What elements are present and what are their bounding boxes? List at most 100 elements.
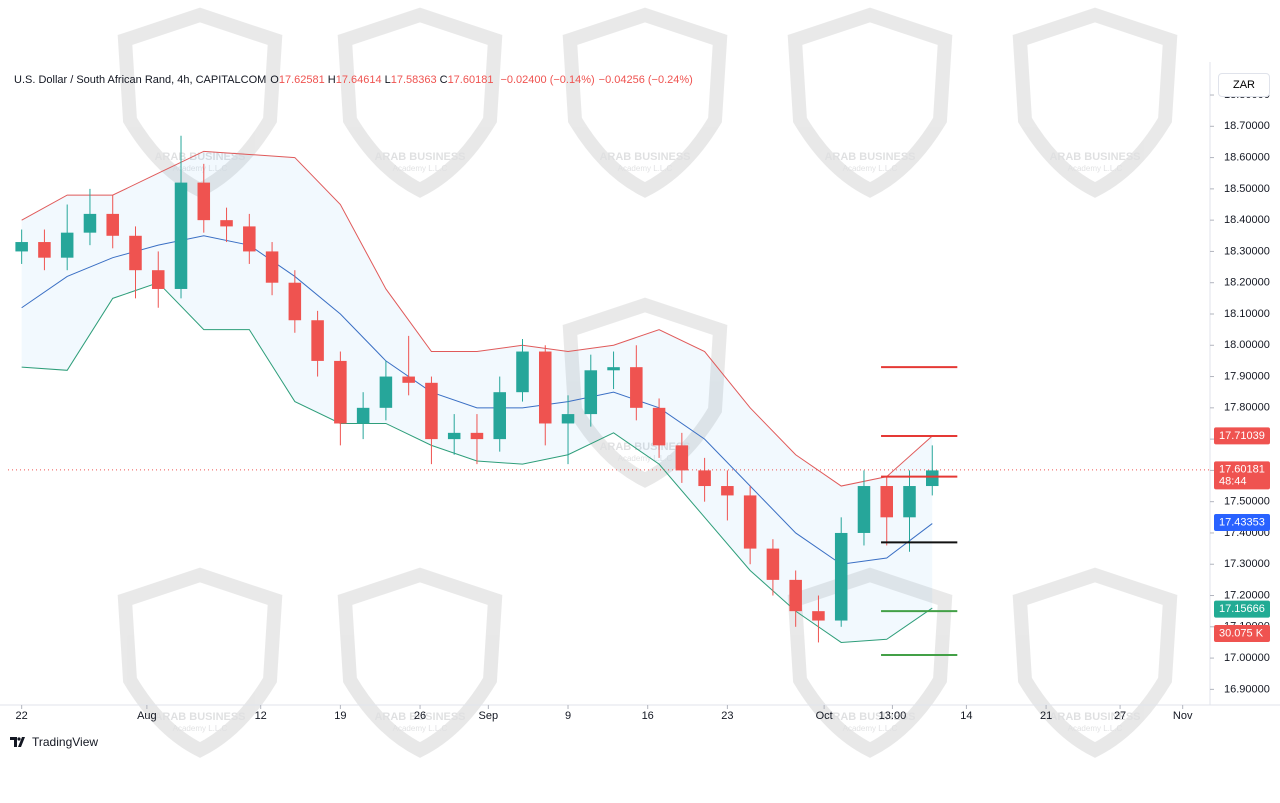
x-tick-label: 21 [1040, 710, 1052, 722]
candle-body [83, 213, 97, 233]
x-tick-label: 27 [1114, 710, 1126, 722]
y-tick-label: 18.30000 [1224, 245, 1270, 257]
symbol-title: U.S. Dollar / South African Rand, 4h, CA… [14, 74, 267, 86]
x-tick-label: Nov [1173, 710, 1193, 722]
candle-body [356, 407, 370, 424]
ohlc-key: H [327, 74, 336, 86]
candle-body [812, 611, 825, 621]
x-tick-label: 23 [721, 710, 733, 722]
watermark-shield [562, 7, 728, 198]
candle-body [129, 235, 142, 271]
candle-body [197, 182, 211, 221]
candle-body [743, 495, 757, 549]
watermark-text: ARAB BUSINESS [824, 711, 915, 723]
price-badge [1214, 600, 1270, 618]
y-tick-label: 18.20000 [1224, 277, 1270, 289]
candle-body [630, 367, 643, 408]
candle-body [425, 382, 438, 440]
candle-body [903, 486, 916, 518]
candle-body [447, 432, 461, 440]
brand-logo [10, 737, 25, 747]
candle-body [584, 370, 598, 415]
candle-body [334, 360, 347, 424]
candle-body [265, 251, 279, 283]
price-badge [1214, 461, 1270, 490]
watermark-subtext: Academy L.L.C [173, 724, 228, 733]
band-line [21, 235, 933, 565]
price-badge-label: 17.43353 [1219, 516, 1265, 528]
candle-body [243, 226, 256, 252]
x-tick-label: 13:00 [879, 710, 907, 722]
candle-body [561, 414, 575, 424]
candle-body [174, 182, 188, 289]
x-tick-label: 9 [565, 710, 571, 722]
ohlc-value: 17.60181 [447, 74, 494, 86]
ohlc-value: 17.62581 [278, 74, 325, 86]
candle-body [766, 548, 780, 580]
x-tick-label: 14 [960, 710, 972, 722]
band-fill [21, 151, 933, 643]
band-line [21, 150, 933, 487]
y-tick-label: 18.70000 [1224, 120, 1270, 132]
candle-body [402, 376, 415, 383]
candle-body [675, 445, 689, 471]
candle-body [721, 486, 734, 496]
watermark-subtext: Academy L.L.C [618, 164, 673, 173]
watermark-text: ARAB BUSINESS [154, 151, 245, 163]
price-badge-label: 17.15666 [1219, 603, 1265, 615]
candle-body [857, 486, 871, 533]
candle-body [60, 232, 74, 258]
price-badge-note: 48:44 [1219, 476, 1247, 488]
ohlc-key: L [384, 74, 391, 86]
watermark-subtext: Academy L.L.C [393, 164, 448, 173]
watermark-subtext: Academy L.L.C [1068, 164, 1123, 173]
watermark-subtext: Academy L.L.C [393, 724, 448, 733]
candle-body [106, 213, 119, 236]
watermark-shield [1012, 7, 1178, 198]
candle-body [151, 270, 165, 289]
candle-body [926, 470, 939, 487]
candle-body [220, 220, 233, 227]
watermark-subtext: Academy L.L.C [1068, 724, 1123, 733]
price-badge-label: 17.60181 [1219, 464, 1265, 476]
candle-body [288, 282, 302, 321]
ohlc: O17.62581 H17.64614 L17.58363 C17.60181 [270, 74, 496, 86]
volume-badge-label: 30.075 K [1219, 627, 1264, 639]
ohlc-key: C [439, 74, 448, 86]
candle-body [538, 351, 552, 424]
candle-body [789, 579, 802, 612]
y-tick-label: 16.90000 [1224, 683, 1270, 695]
change-2: −0.04256 (−0.24%) [598, 74, 693, 86]
candle-body [379, 376, 393, 408]
watermark-text: ARAB BUSINESS [374, 151, 465, 163]
y-tick-label: 17.50000 [1224, 496, 1270, 508]
candle-body [38, 242, 51, 258]
candle-body [516, 351, 529, 393]
candle-body [493, 392, 506, 440]
y-tick-label: 17.20000 [1224, 589, 1270, 601]
currency-button[interactable]: ZAR [1218, 73, 1270, 97]
x-tick-label: 19 [334, 710, 346, 722]
watermark-text: ARAB BUSINESS [1049, 711, 1140, 723]
x-tick-label: 22 [16, 710, 28, 722]
candle-body [698, 470, 711, 487]
candle-body [607, 367, 620, 371]
candle-body [470, 432, 484, 440]
y-tick-label: 17.30000 [1224, 558, 1270, 570]
price-badge [1214, 513, 1270, 531]
watermark-text: ARAB BUSINESS [374, 711, 465, 723]
candle-body [652, 407, 666, 446]
watermark-subtext: Academy L.L.C [173, 164, 228, 173]
y-tick-label: 17.80000 [1224, 402, 1270, 414]
x-tick-label: Oct [816, 710, 833, 722]
brand-text: TradingView [32, 735, 99, 749]
watermark-shield [787, 7, 953, 198]
